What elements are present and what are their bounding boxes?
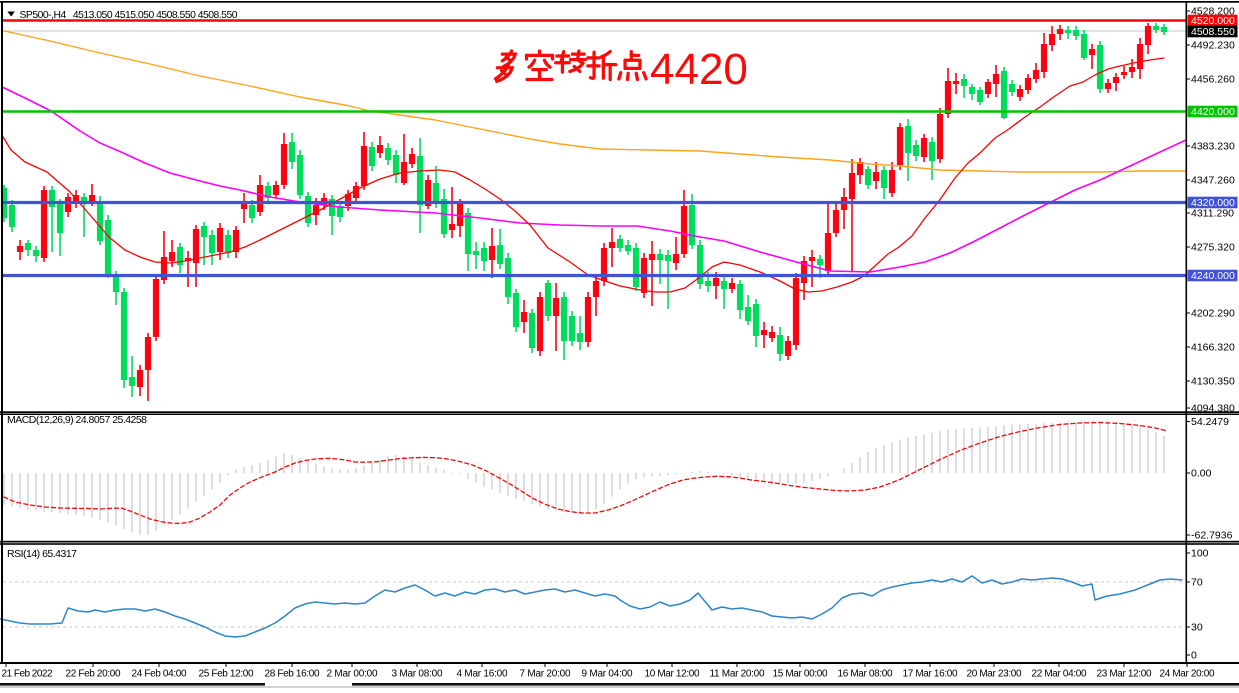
svg-text:4311.290: 4311.290 — [1191, 208, 1234, 220]
svg-text:11 Mar 20:00: 11 Mar 20:00 — [710, 669, 765, 680]
svg-text:SP500-,H4 4513.050 4515.050 4: SP500-,H4 4513.050 4515.050 4508.550 450… — [20, 10, 238, 21]
svg-text:2 Mar 00:00: 2 Mar 00:00 — [327, 669, 378, 680]
svg-text:0: 0 — [1191, 650, 1197, 662]
svg-text:4420.000: 4420.000 — [1191, 106, 1235, 118]
svg-text:4383.230: 4383.230 — [1191, 141, 1235, 153]
svg-text:4420: 4420 — [650, 45, 748, 94]
svg-text:4320.000: 4320.000 — [1191, 197, 1235, 209]
svg-text:0.00: 0.00 — [1191, 468, 1212, 480]
svg-text:24 Feb 04:00: 24 Feb 04:00 — [132, 669, 187, 680]
svg-text:4166.320: 4166.320 — [1191, 342, 1235, 354]
svg-text:23 Mar 12:00: 23 Mar 12:00 — [1097, 669, 1152, 680]
svg-text:4130.350: 4130.350 — [1191, 376, 1235, 388]
svg-text:54.2479: 54.2479 — [1191, 416, 1229, 428]
svg-text:4094.380: 4094.380 — [1191, 403, 1235, 415]
svg-text:20 Mar 23:00: 20 Mar 23:00 — [967, 669, 1022, 680]
svg-text:4492.230: 4492.230 — [1191, 40, 1235, 52]
svg-text:4520.000: 4520.000 — [1191, 15, 1235, 27]
svg-text:10 Mar 12:00: 10 Mar 12:00 — [645, 669, 700, 680]
svg-text:4456.260: 4456.260 — [1191, 74, 1235, 86]
svg-text:25 Feb 12:00: 25 Feb 12:00 — [199, 669, 254, 680]
svg-text:MACD(12,26,9) 24.8057 25.4258: MACD(12,26,9) 24.8057 25.4258 — [7, 414, 147, 426]
svg-text:17 Mar 16:00: 17 Mar 16:00 — [903, 669, 958, 680]
svg-text:4275.320: 4275.320 — [1191, 242, 1235, 254]
svg-text:3 Mar 08:00: 3 Mar 08:00 — [392, 669, 443, 680]
svg-text:28 Feb 16:00: 28 Feb 16:00 — [265, 669, 320, 680]
svg-text:4508.550: 4508.550 — [1191, 26, 1235, 38]
svg-text:4202.290: 4202.290 — [1191, 308, 1235, 320]
svg-text:-62.7936: -62.7936 — [1191, 530, 1233, 542]
svg-text:4 Mar 16:00: 4 Mar 16:00 — [457, 669, 508, 680]
svg-text:24 Mar 20:00: 24 Mar 20:00 — [1160, 669, 1215, 680]
svg-text:7 Mar 20:00: 7 Mar 20:00 — [520, 669, 571, 680]
svg-text:100: 100 — [1191, 548, 1209, 560]
svg-text:4347.260: 4347.260 — [1191, 175, 1235, 187]
svg-text:22 Mar 04:00: 22 Mar 04:00 — [1032, 669, 1087, 680]
svg-text:70: 70 — [1191, 577, 1203, 589]
svg-text:16 Mar 08:00: 16 Mar 08:00 — [838, 669, 893, 680]
svg-text:9 Mar 04:00: 9 Mar 04:00 — [582, 669, 633, 680]
svg-text:4240.000: 4240.000 — [1191, 270, 1235, 282]
svg-text:30: 30 — [1191, 622, 1203, 634]
svg-text:15 Mar 00:00: 15 Mar 00:00 — [773, 669, 828, 680]
svg-text:22 Feb 20:00: 22 Feb 20:00 — [66, 669, 121, 680]
svg-text:RSI(14) 65.4317: RSI(14) 65.4317 — [7, 548, 77, 560]
svg-text:21 Feb 2022: 21 Feb 2022 — [2, 669, 53, 680]
